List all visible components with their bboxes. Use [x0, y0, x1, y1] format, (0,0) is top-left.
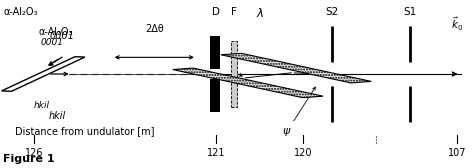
- Text: hkil: hkil: [34, 101, 50, 110]
- Text: Figure 1: Figure 1: [3, 154, 55, 164]
- Text: 0001: 0001: [41, 38, 64, 47]
- Text: $\lambda$: $\lambda$: [255, 7, 264, 20]
- Text: 121: 121: [207, 148, 225, 158]
- Text: α-Al₂O₃: α-Al₂O₃: [3, 7, 37, 17]
- Text: Distance from undulator [m]: Distance from undulator [m]: [15, 126, 155, 136]
- Text: F: F: [231, 7, 237, 17]
- Bar: [231, 41, 237, 107]
- Bar: [210, 36, 220, 69]
- Text: 120: 120: [294, 148, 312, 158]
- Text: $\psi$: $\psi$: [282, 87, 315, 138]
- Polygon shape: [1, 57, 85, 91]
- Polygon shape: [173, 68, 323, 98]
- Polygon shape: [221, 53, 371, 83]
- Text: hkil: hkil: [49, 111, 66, 121]
- Text: D: D: [212, 7, 220, 17]
- Text: 107: 107: [447, 148, 466, 158]
- Text: 0001: 0001: [50, 31, 74, 41]
- Text: S2: S2: [325, 7, 338, 17]
- Text: $\vec{k}_0$: $\vec{k}_0$: [451, 16, 463, 33]
- Text: S1: S1: [403, 7, 416, 17]
- Text: 126: 126: [25, 148, 43, 158]
- Text: 2Δθ: 2Δθ: [145, 24, 164, 34]
- Bar: [210, 79, 220, 112]
- Text: α-Al₂O₃: α-Al₂O₃: [38, 27, 73, 37]
